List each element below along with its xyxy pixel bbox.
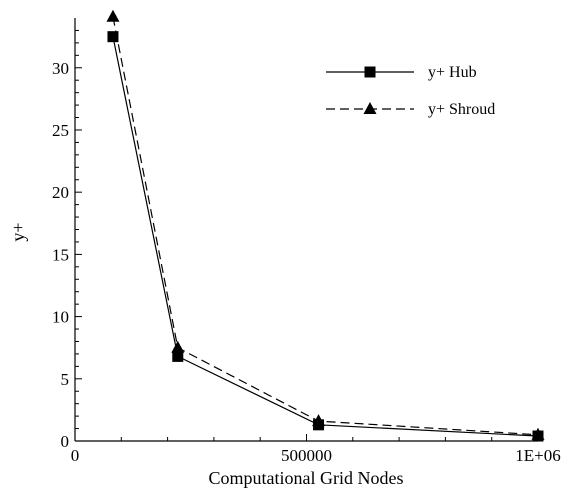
legend-marker xyxy=(363,102,377,114)
data-point xyxy=(107,31,119,43)
data-point xyxy=(312,414,326,427)
data-point xyxy=(106,9,120,22)
legend-label: y+ Shroud xyxy=(428,101,495,118)
legend-item: y+ Hub xyxy=(326,64,477,81)
legend-marker xyxy=(364,66,376,78)
y-tick-label: 0 xyxy=(61,432,70,451)
legend-item: y+ Shroud xyxy=(326,101,495,118)
x-ticks: 0 500000 1E+06 xyxy=(71,434,561,465)
x-axis-title: Computational Grid Nodes xyxy=(209,468,404,488)
y-tick-label: 20 xyxy=(52,183,69,202)
x-tick-label: 1E+06 xyxy=(515,446,560,465)
y-axis-title: y+ xyxy=(8,222,28,241)
series-line xyxy=(112,36,539,437)
plot-area xyxy=(74,18,538,442)
series-layer xyxy=(106,9,545,442)
legend: y+ Hub y+ Shroud xyxy=(326,64,495,118)
data-point xyxy=(171,340,185,353)
legend-label: y+ Hub xyxy=(428,64,477,81)
data-point xyxy=(531,427,545,440)
data-point xyxy=(172,350,184,362)
series-square xyxy=(107,31,544,442)
y-tick-label: 5 xyxy=(61,370,70,389)
y-ticks: 0 5 10 15 20 25 30 xyxy=(52,29,82,451)
series-line xyxy=(112,16,539,436)
y-tick-label: 10 xyxy=(52,308,69,327)
y-tick-label: 15 xyxy=(52,245,69,264)
x-tick-label: 0 xyxy=(71,446,80,465)
x-tick-label: 500000 xyxy=(281,446,332,465)
y-tick-label: 30 xyxy=(52,59,69,78)
series-triangle xyxy=(106,9,545,440)
y-tick-label: 25 xyxy=(52,121,69,140)
